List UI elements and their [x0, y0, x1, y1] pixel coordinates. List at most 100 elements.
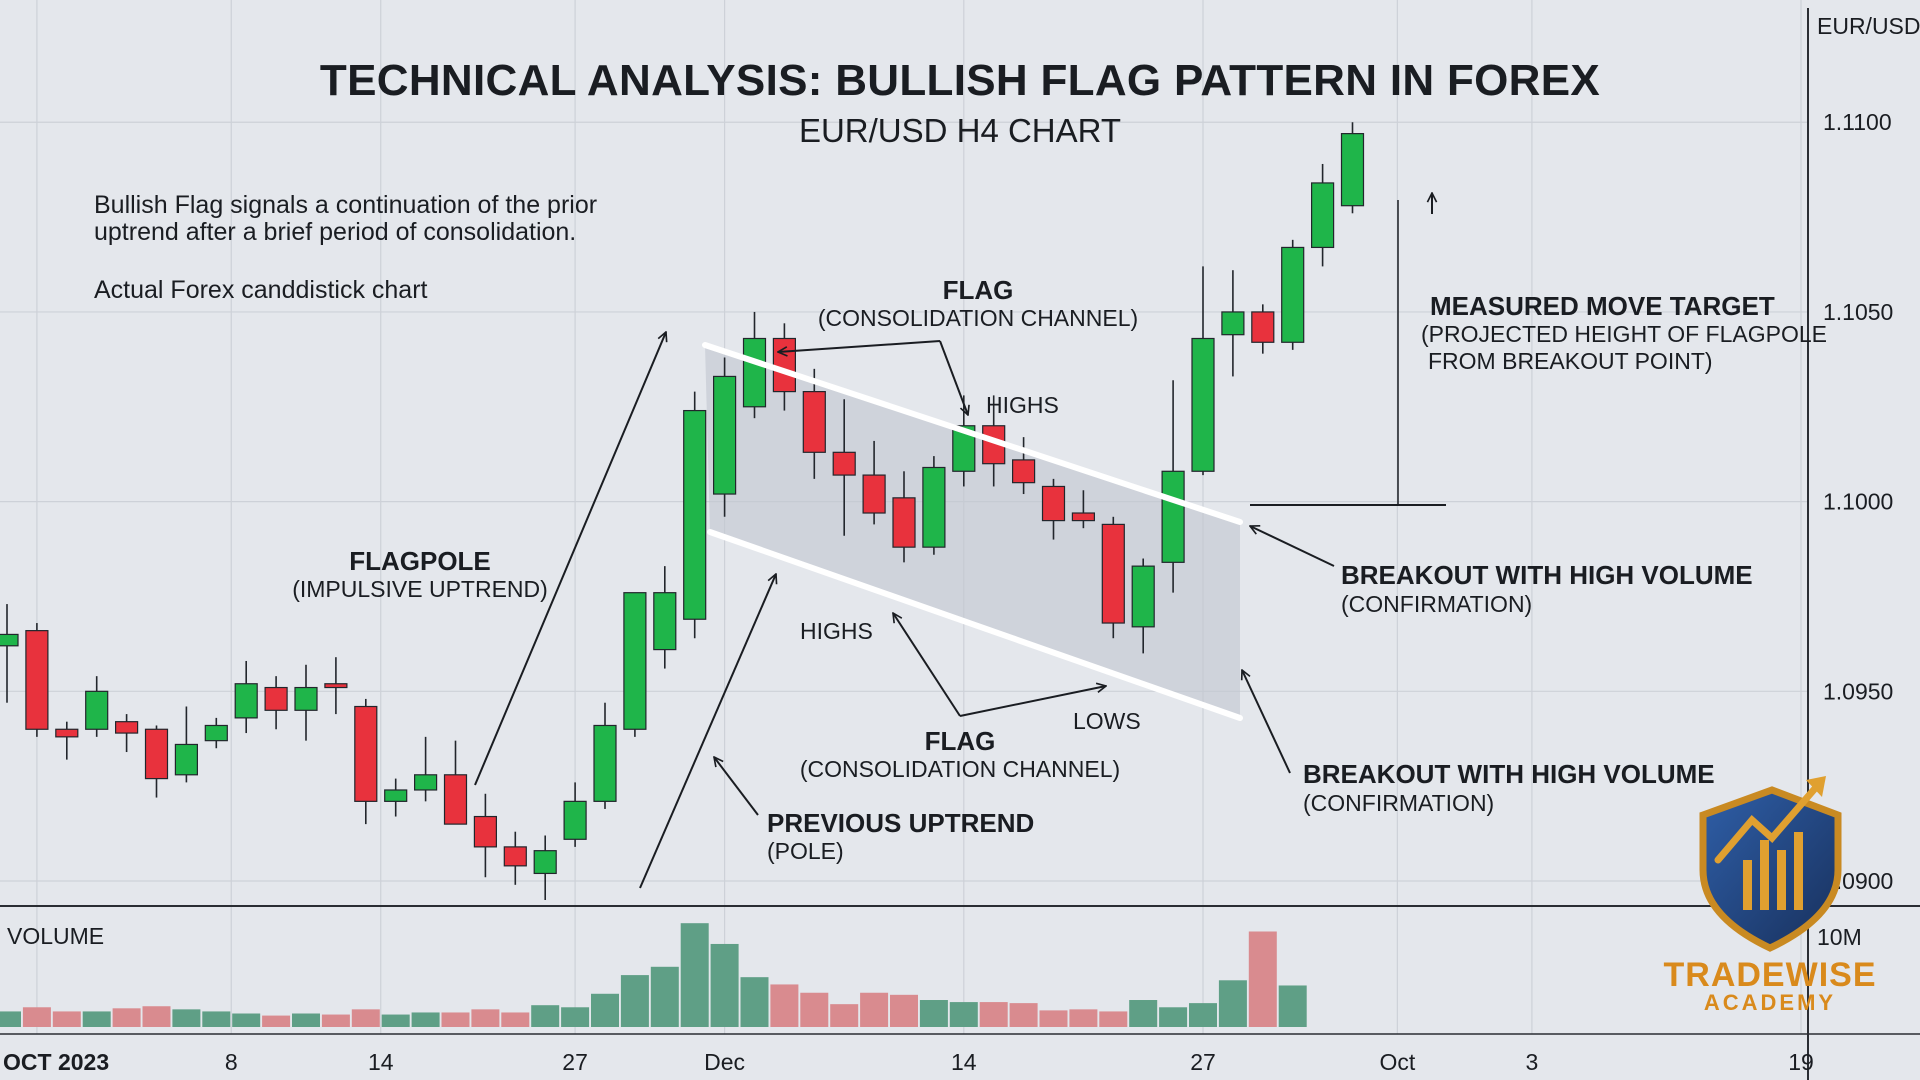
- candle-bearish: [1251, 304, 1275, 354]
- volume-bar: [441, 1012, 470, 1027]
- candle-body: [922, 466, 946, 548]
- candle-body: [802, 391, 826, 453]
- volume-bar: [890, 994, 918, 1027]
- flag-top-title: FLAG: [943, 275, 1014, 305]
- candle-body: [653, 592, 677, 651]
- candle-bearish: [443, 740, 468, 825]
- volume-bar: [591, 993, 619, 1027]
- candle-body: [443, 774, 468, 825]
- volume-bar: [620, 975, 649, 1027]
- measured-move-line-2: FROM BREAKOUT POINT): [1428, 348, 1713, 374]
- time-tick-label: 19: [1788, 1049, 1814, 1075]
- candle-bullish: [1131, 558, 1155, 654]
- candle-bullish: [742, 311, 767, 419]
- candle-bullish: [922, 456, 946, 555]
- pole-long-arrow: [639, 574, 776, 889]
- time-tick-label: Oct: [1379, 1049, 1415, 1075]
- candle-bullish: [294, 664, 318, 741]
- candle-body: [473, 815, 497, 848]
- volume-bar: [1278, 985, 1307, 1027]
- time-axis: OCT 2023 8 14 27 Dec 14 27 Oct 3 19: [3, 1049, 1814, 1075]
- candle-bullish: [414, 736, 438, 802]
- volume-bar: [351, 1009, 380, 1027]
- candle-body: [1131, 565, 1155, 628]
- candle-bearish: [354, 698, 378, 825]
- candle-body: [1011, 459, 1036, 484]
- candle-body: [623, 592, 647, 730]
- candle-bullish: [85, 676, 109, 737]
- time-tick-label: 8: [225, 1049, 238, 1075]
- flagpole-title: FLAGPOLE: [349, 546, 491, 576]
- candle-bullish: [1221, 270, 1245, 377]
- time-tick-label: 27: [1190, 1049, 1216, 1075]
- candle-bullish: [1281, 239, 1305, 350]
- chart-subtitle: EUR/USD H4 CHART: [799, 112, 1121, 149]
- candle-body: [144, 728, 169, 780]
- symbol-label: EUR/USD: [1817, 13, 1920, 39]
- candle-body: [0, 633, 19, 647]
- volume-bar: [52, 1011, 81, 1027]
- volume-bar: [830, 1004, 859, 1027]
- candle-body: [1041, 485, 1066, 522]
- brand-sub: ACADEMY: [1704, 990, 1836, 1015]
- candle-body: [862, 474, 886, 514]
- volume-bar: [680, 923, 709, 1027]
- candle-bearish: [473, 793, 497, 878]
- candle-bearish: [1011, 437, 1036, 495]
- candle-bearish: [832, 399, 856, 536]
- flag-bottom-arrow-left: [893, 613, 961, 717]
- candle-bullish: [384, 778, 408, 817]
- candle-body: [55, 728, 79, 738]
- volume-bar: [1218, 980, 1247, 1027]
- candle-bullish: [563, 782, 587, 847]
- time-tick-label: 14: [368, 1049, 394, 1075]
- breakout-2-title: BREAKOUT WITH HIGH VOLUME: [1303, 759, 1715, 789]
- volume-bar: [860, 992, 889, 1027]
- time-tick-label: Dec: [704, 1049, 745, 1075]
- candle-bullish: [653, 566, 677, 669]
- candle-body: [294, 686, 318, 711]
- volume-bar: [1159, 1007, 1188, 1027]
- previous-uptrend-title: PREVIOUS UPTREND: [767, 808, 1034, 838]
- candle-bearish: [144, 725, 169, 798]
- candle-body: [25, 630, 49, 730]
- volume-bar: [22, 1007, 51, 1027]
- candle-bullish: [712, 357, 737, 517]
- shield-chart-icon: [1699, 786, 1842, 952]
- candle-bearish: [25, 623, 49, 737]
- volume-bar: [202, 1011, 231, 1027]
- candle-body: [1101, 523, 1125, 624]
- candle-bearish: [324, 657, 348, 715]
- candle-bearish: [503, 831, 527, 885]
- volume-bar: [919, 1000, 948, 1027]
- volume-bar: [172, 1009, 201, 1027]
- candle-bearish: [1101, 516, 1125, 639]
- candle-bullish: [623, 592, 647, 737]
- candle-body: [114, 721, 139, 734]
- candle-bullish: [0, 604, 19, 703]
- volume-bar: [501, 1012, 530, 1027]
- volume-bar: [321, 1014, 350, 1027]
- breakout-1-title: BREAKOUT WITH HIGH VOLUME: [1341, 560, 1753, 590]
- volume-label: VOLUME: [7, 923, 104, 949]
- volume-bar: [1248, 931, 1277, 1027]
- candle-bearish: [264, 676, 288, 730]
- volume-bar: [979, 1002, 1008, 1027]
- candle-bullish: [593, 702, 617, 809]
- volume-bar: [1099, 1011, 1128, 1027]
- candle-body: [1340, 133, 1365, 207]
- flag-bottom-title: FLAG: [925, 726, 996, 756]
- volume-bar: [292, 1013, 320, 1027]
- volume-bar: [740, 977, 769, 1027]
- volume-bar: [1129, 1000, 1158, 1027]
- breakout-arrow-2: [1242, 670, 1291, 774]
- volume-bar: [650, 966, 679, 1027]
- annotation-arrows: [474, 193, 1446, 889]
- candle-bullish: [1191, 266, 1215, 476]
- candle-body: [563, 800, 587, 840]
- flag-lower-line: [707, 529, 1243, 721]
- candle-body: [832, 451, 856, 476]
- flag-bottom-arrow-right: [959, 686, 1106, 717]
- price-tick-label: 1.0950: [1823, 678, 1893, 704]
- volume-bar: [232, 1013, 261, 1027]
